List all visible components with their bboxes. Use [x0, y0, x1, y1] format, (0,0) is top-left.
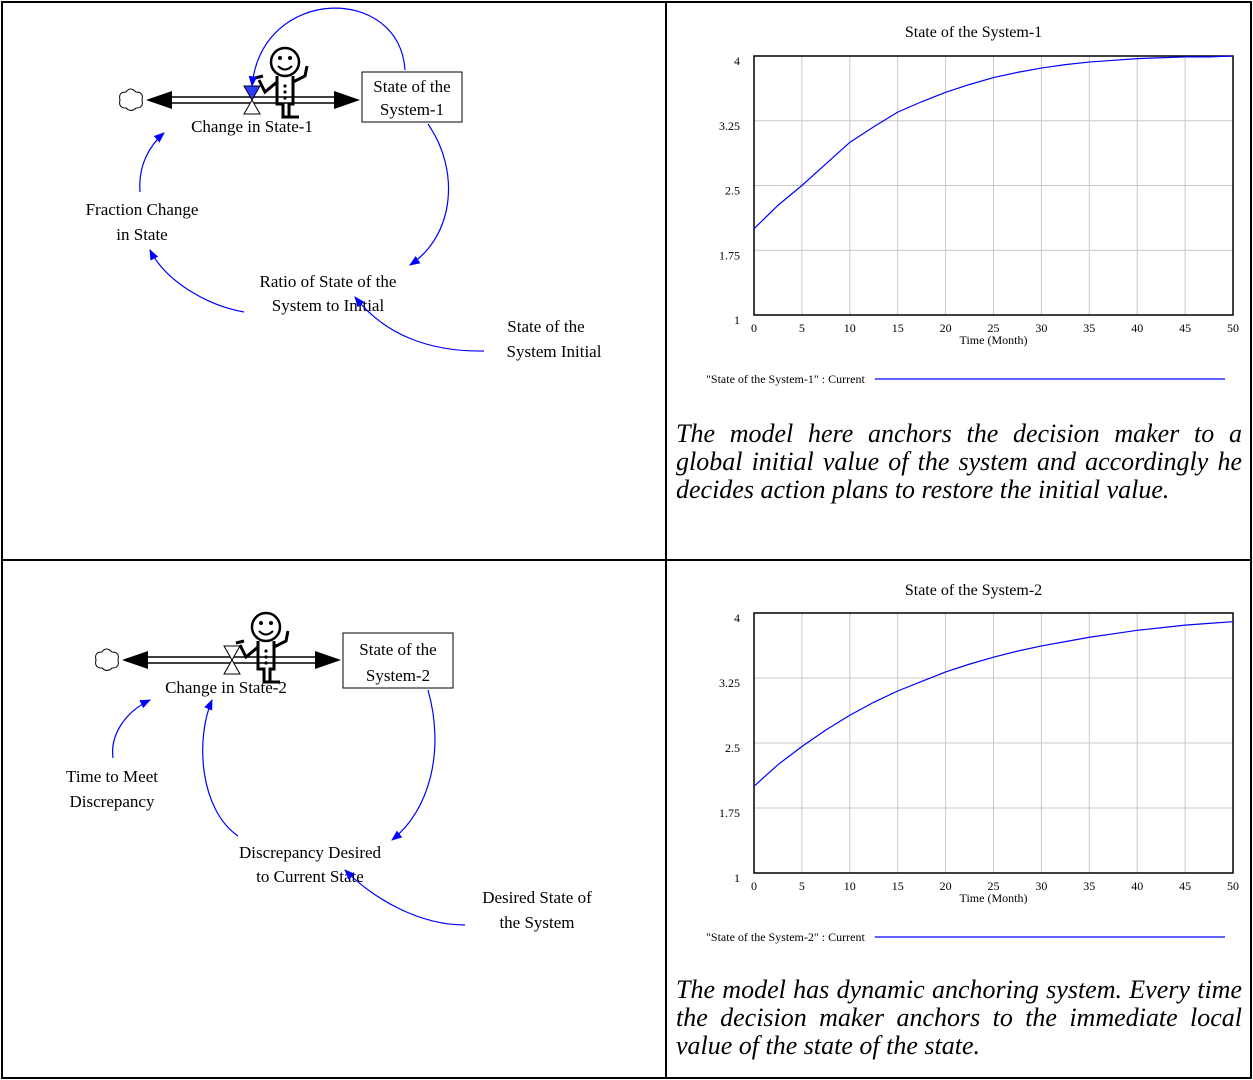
x-tick-label: 20 [940, 321, 952, 335]
y-tick-label: 2.5 [725, 184, 740, 198]
y-tick-label: 4 [734, 54, 740, 68]
x-tick-label: 40 [1131, 879, 1143, 893]
x-tick-label: 40 [1131, 321, 1143, 335]
valve [224, 660, 240, 674]
pipe-arrow [122, 651, 148, 669]
x-tick-label: 45 [1179, 879, 1191, 893]
x-tick-label: 5 [799, 321, 805, 335]
page: {"chart_data": [ {"type": "line", "title… [0, 0, 1253, 1080]
y-tick-label: 4 [734, 611, 740, 625]
y-tick-label: 1 [734, 871, 740, 885]
valve [244, 100, 260, 114]
variable-label: State of the [507, 317, 584, 336]
variable-label: Time to Meet [66, 767, 158, 786]
x-tick-label: 30 [1035, 879, 1047, 893]
legend-label: "State of the System-2" : Current [706, 930, 865, 944]
variable-label: System Initial [507, 342, 602, 361]
stock-label: System-2 [366, 666, 430, 685]
x-axis-label: Time (Month) [960, 891, 1028, 905]
stock-label: State of the [373, 77, 450, 96]
stock-label: State of the [359, 640, 436, 659]
table-border [2, 2, 1251, 1078]
variable-label: Discrepancy Desired [239, 843, 382, 862]
cloud [120, 89, 143, 111]
x-tick-label: 45 [1179, 321, 1191, 335]
y-tick-label: 2.5 [725, 741, 740, 755]
x-tick-label: 0 [751, 321, 757, 335]
x-tick-label: 0 [751, 879, 757, 893]
x-tick-label: 10 [844, 321, 856, 335]
x-tick-label: 15 [892, 879, 904, 893]
chart-title: State of the System-1 [905, 24, 1042, 41]
decision-maker-icon [255, 48, 307, 117]
variable-label: Discrepancy [70, 792, 155, 811]
pipe-arrow [315, 651, 341, 669]
link-arrow [150, 250, 244, 312]
variable-label: in State [116, 225, 167, 244]
legend-label: "State of the System-1" : Current [706, 372, 865, 386]
y-tick-label: 1.75 [719, 806, 740, 820]
pipe-arrow [334, 91, 360, 109]
y-tick-label: 3.25 [719, 676, 740, 690]
chart-title: State of the System-2 [905, 582, 1042, 599]
valve [224, 646, 240, 660]
x-tick-label: 50 [1227, 321, 1239, 335]
x-tick-label: 20 [940, 879, 952, 893]
x-tick-label: 5 [799, 879, 805, 893]
flow-label: Change in State-1 [191, 117, 313, 136]
x-tick-label: 50 [1227, 879, 1239, 893]
diagram: State of the System-2 Change in State-2 … [66, 613, 592, 932]
variable-label: to Current State [256, 867, 364, 886]
flow-label: Change in State-2 [165, 678, 287, 697]
cloud [96, 649, 119, 671]
x-tick-label: 35 [1083, 879, 1095, 893]
x-tick-label: 35 [1083, 321, 1095, 335]
variable-label: Desired State of [482, 888, 592, 907]
links [113, 690, 465, 925]
y-tick-label: 1.75 [719, 248, 740, 262]
caption: The model here anchors the decision make… [676, 420, 1242, 504]
variable-label: Fraction Change [86, 200, 199, 219]
link-arrow [113, 700, 150, 758]
x-tick-label: 10 [844, 879, 856, 893]
link-arrow [392, 690, 435, 840]
stock-label: System-1 [380, 100, 444, 119]
x-tick-label: 30 [1035, 321, 1047, 335]
variable-label: the System [499, 913, 574, 932]
y-tick-label: 3.25 [719, 119, 740, 133]
x-tick-label: 15 [892, 321, 904, 335]
link-arrow [410, 124, 449, 265]
document: State of the System-1 Change in State-1 … [0, 0, 1253, 1080]
variable-label: Ratio of State of the [260, 272, 397, 291]
decision-maker-icon [236, 613, 288, 682]
valve [244, 86, 260, 100]
link-arrow [203, 700, 238, 836]
pipe-arrow [146, 91, 172, 109]
link-arrow [140, 133, 164, 192]
variable-label: System to Initial [272, 296, 385, 315]
diagram: State of the System-1 Change in State-1 … [86, 8, 602, 361]
caption: The model has dynamic anchoring system. … [676, 976, 1242, 1060]
x-axis-label: Time (Month) [960, 333, 1028, 347]
y-tick-label: 1 [734, 313, 740, 327]
